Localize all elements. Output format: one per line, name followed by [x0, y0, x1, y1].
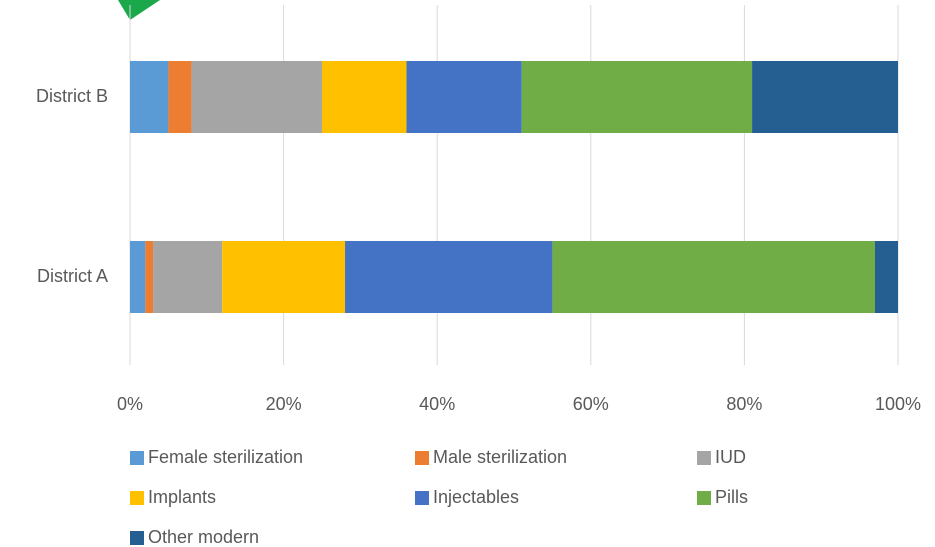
legend-label: IUD [715, 447, 746, 467]
legend-swatch [130, 531, 144, 545]
bar-segment [322, 61, 407, 133]
legend-swatch [415, 491, 429, 505]
bar-segment [222, 241, 346, 313]
bar-segment [168, 61, 192, 133]
bar-segment [130, 241, 146, 313]
legend-swatch [697, 491, 711, 505]
y-tick-label: District B [36, 86, 108, 106]
x-tick-label: 40% [419, 394, 455, 414]
x-tick-label: 60% [573, 394, 609, 414]
legend-label: Other modern [148, 527, 259, 547]
bar-segment [752, 61, 898, 133]
x-tick-label: 80% [726, 394, 762, 414]
x-tick-label: 0% [117, 394, 143, 414]
legend-swatch [697, 451, 711, 465]
bar-segment [153, 241, 223, 313]
bar-segment [191, 61, 322, 133]
bar-segment [521, 61, 753, 133]
legend-label: Injectables [433, 487, 519, 507]
x-tick-label: 20% [266, 394, 302, 414]
logo-fragment [118, 0, 160, 20]
legend-label: Male sterilization [433, 447, 567, 467]
bar-segment [145, 241, 154, 313]
bar-segment [345, 241, 553, 313]
y-tick-label: District A [37, 266, 108, 286]
legend-swatch [415, 451, 429, 465]
x-tick-label: 100% [875, 394, 921, 414]
legend-label: Pills [715, 487, 748, 507]
bar-segment [874, 241, 898, 313]
bar-segment [130, 61, 169, 133]
legend-swatch [130, 451, 144, 465]
legend-label: Female sterilization [148, 447, 303, 467]
bar-segment [552, 241, 875, 313]
legend-swatch [130, 491, 144, 505]
legend-label: Implants [148, 487, 216, 507]
bar-segment [406, 61, 522, 133]
